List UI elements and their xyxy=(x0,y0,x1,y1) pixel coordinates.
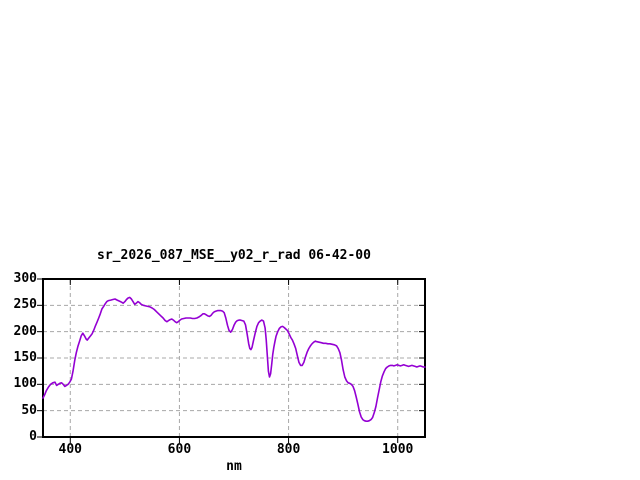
x-tick-label-800: 800 xyxy=(276,442,301,457)
x-axis-label: nm xyxy=(226,459,242,474)
spectrum-line xyxy=(42,296,426,423)
y-tick-label-150: 150 xyxy=(13,350,37,365)
y-tick-label-250: 250 xyxy=(13,297,37,313)
x-tick-label-1000: 1000 xyxy=(382,442,414,457)
y-tick-label-300: 300 xyxy=(13,271,37,286)
x-tick-label-400: 400 xyxy=(58,442,83,457)
y-tick-label-0: 0 xyxy=(29,429,37,444)
axis-ticks xyxy=(37,278,425,443)
y-tick-label-50: 50 xyxy=(21,402,37,418)
chart-title: sr_2026_087_MSE__y02_r_rad 06-42-00 xyxy=(97,248,371,263)
grid-lines xyxy=(43,279,425,437)
x-tick-label-600: 600 xyxy=(167,442,192,457)
y-tick-label-200: 200 xyxy=(13,323,37,339)
plot-border xyxy=(42,278,426,438)
y-tick-label-100: 100 xyxy=(13,376,37,392)
